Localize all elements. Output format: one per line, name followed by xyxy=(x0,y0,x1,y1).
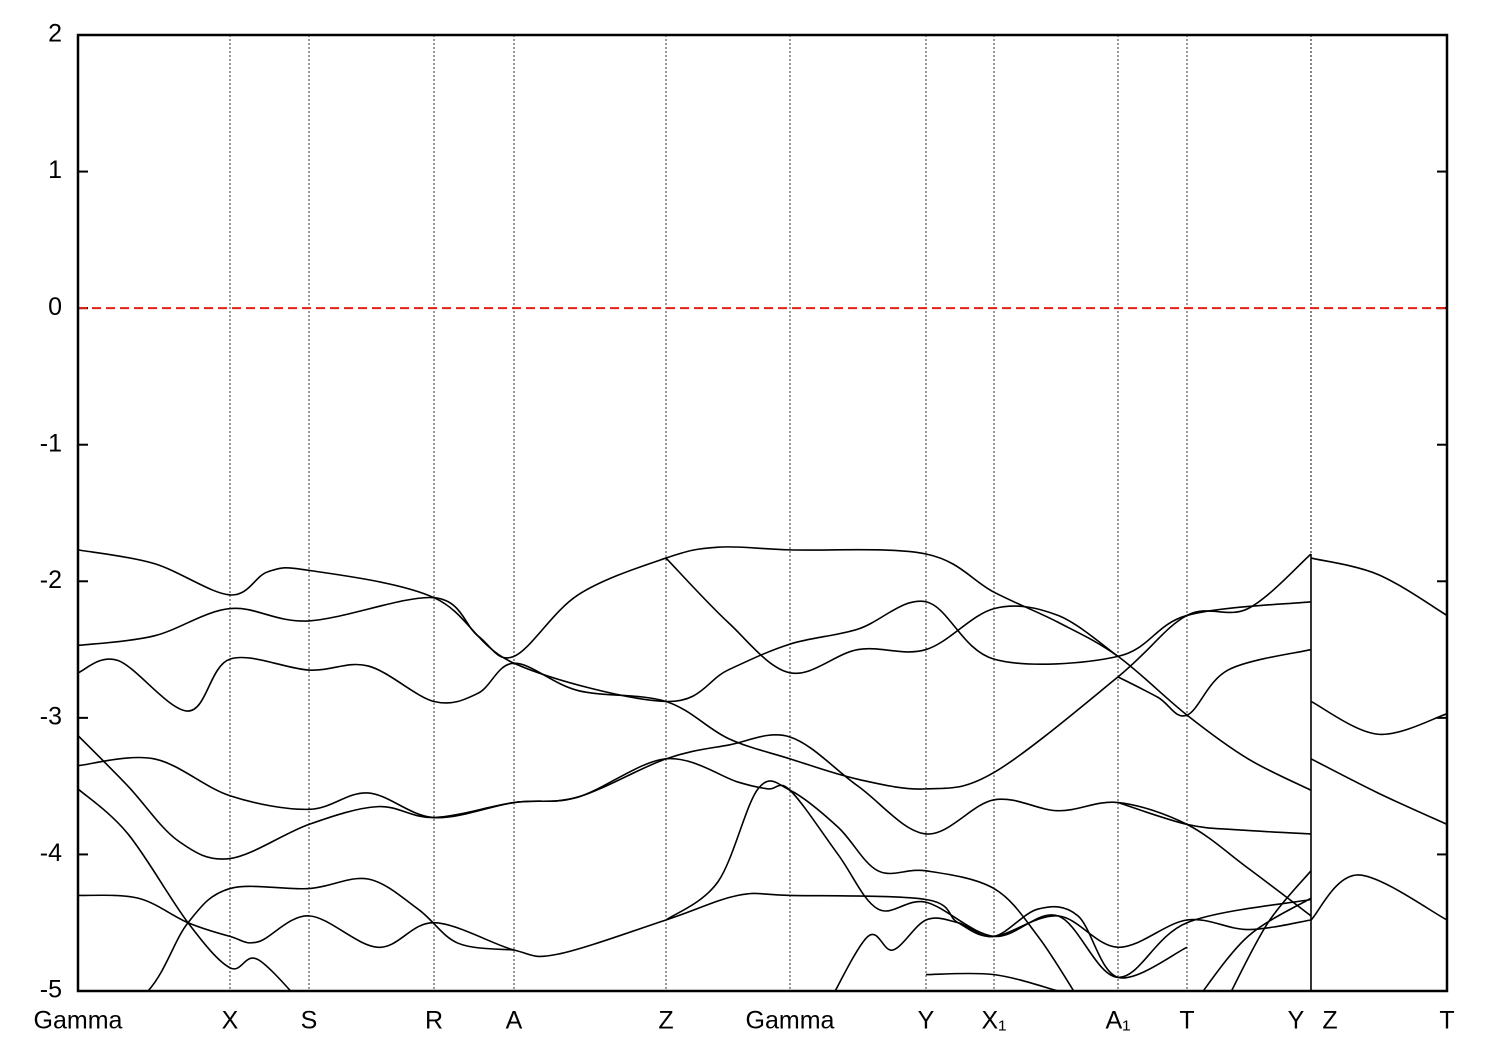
band xyxy=(1117,801,1312,835)
band xyxy=(78,734,1312,917)
x-tick-label: Gamma xyxy=(746,1007,835,1035)
band xyxy=(78,546,1312,791)
band xyxy=(925,972,1061,991)
x-tick-label: X xyxy=(222,1007,239,1035)
band xyxy=(146,877,515,991)
band xyxy=(1117,648,1312,717)
band xyxy=(78,788,292,991)
x-tick-label: Z xyxy=(658,1007,673,1035)
x-tick-label: Z xyxy=(1322,1007,1337,1035)
x-tick-label: X₁ xyxy=(981,1007,1006,1035)
x-tick-label: A xyxy=(506,1007,523,1035)
band xyxy=(665,557,1119,675)
band xyxy=(665,780,1075,991)
x-tick-label: T xyxy=(1179,1007,1194,1035)
band xyxy=(1310,557,1447,617)
y-tick-label: -3 xyxy=(40,702,62,730)
band xyxy=(1230,870,1312,991)
x-tick-label: Y xyxy=(918,1007,935,1035)
x-tick-label: T xyxy=(1439,1007,1454,1035)
band xyxy=(1310,874,1447,921)
band xyxy=(1202,897,1312,991)
band xyxy=(78,756,1312,979)
band xyxy=(78,549,1312,703)
x-tick-label: Gamma xyxy=(34,1007,123,1035)
y-tick-label: -5 xyxy=(40,976,62,1004)
x-tick-label: Y xyxy=(1288,1007,1305,1035)
bands xyxy=(78,546,1447,991)
plot-frame xyxy=(76,33,1449,993)
y-tick-label: 1 xyxy=(48,156,62,184)
band xyxy=(834,905,1188,991)
band xyxy=(1310,758,1447,826)
y-tick-label: -2 xyxy=(40,566,62,594)
y-tick-label: -1 xyxy=(40,429,62,457)
x-tick-label: R xyxy=(425,1007,443,1035)
band xyxy=(1310,700,1447,736)
x-tick-label: A₁ xyxy=(1105,1007,1130,1035)
y-tick-label: -4 xyxy=(40,839,62,867)
y-tick-label: 0 xyxy=(48,293,62,321)
x-tick-label: S xyxy=(301,1007,318,1035)
y-tick-label: 2 xyxy=(48,20,62,48)
